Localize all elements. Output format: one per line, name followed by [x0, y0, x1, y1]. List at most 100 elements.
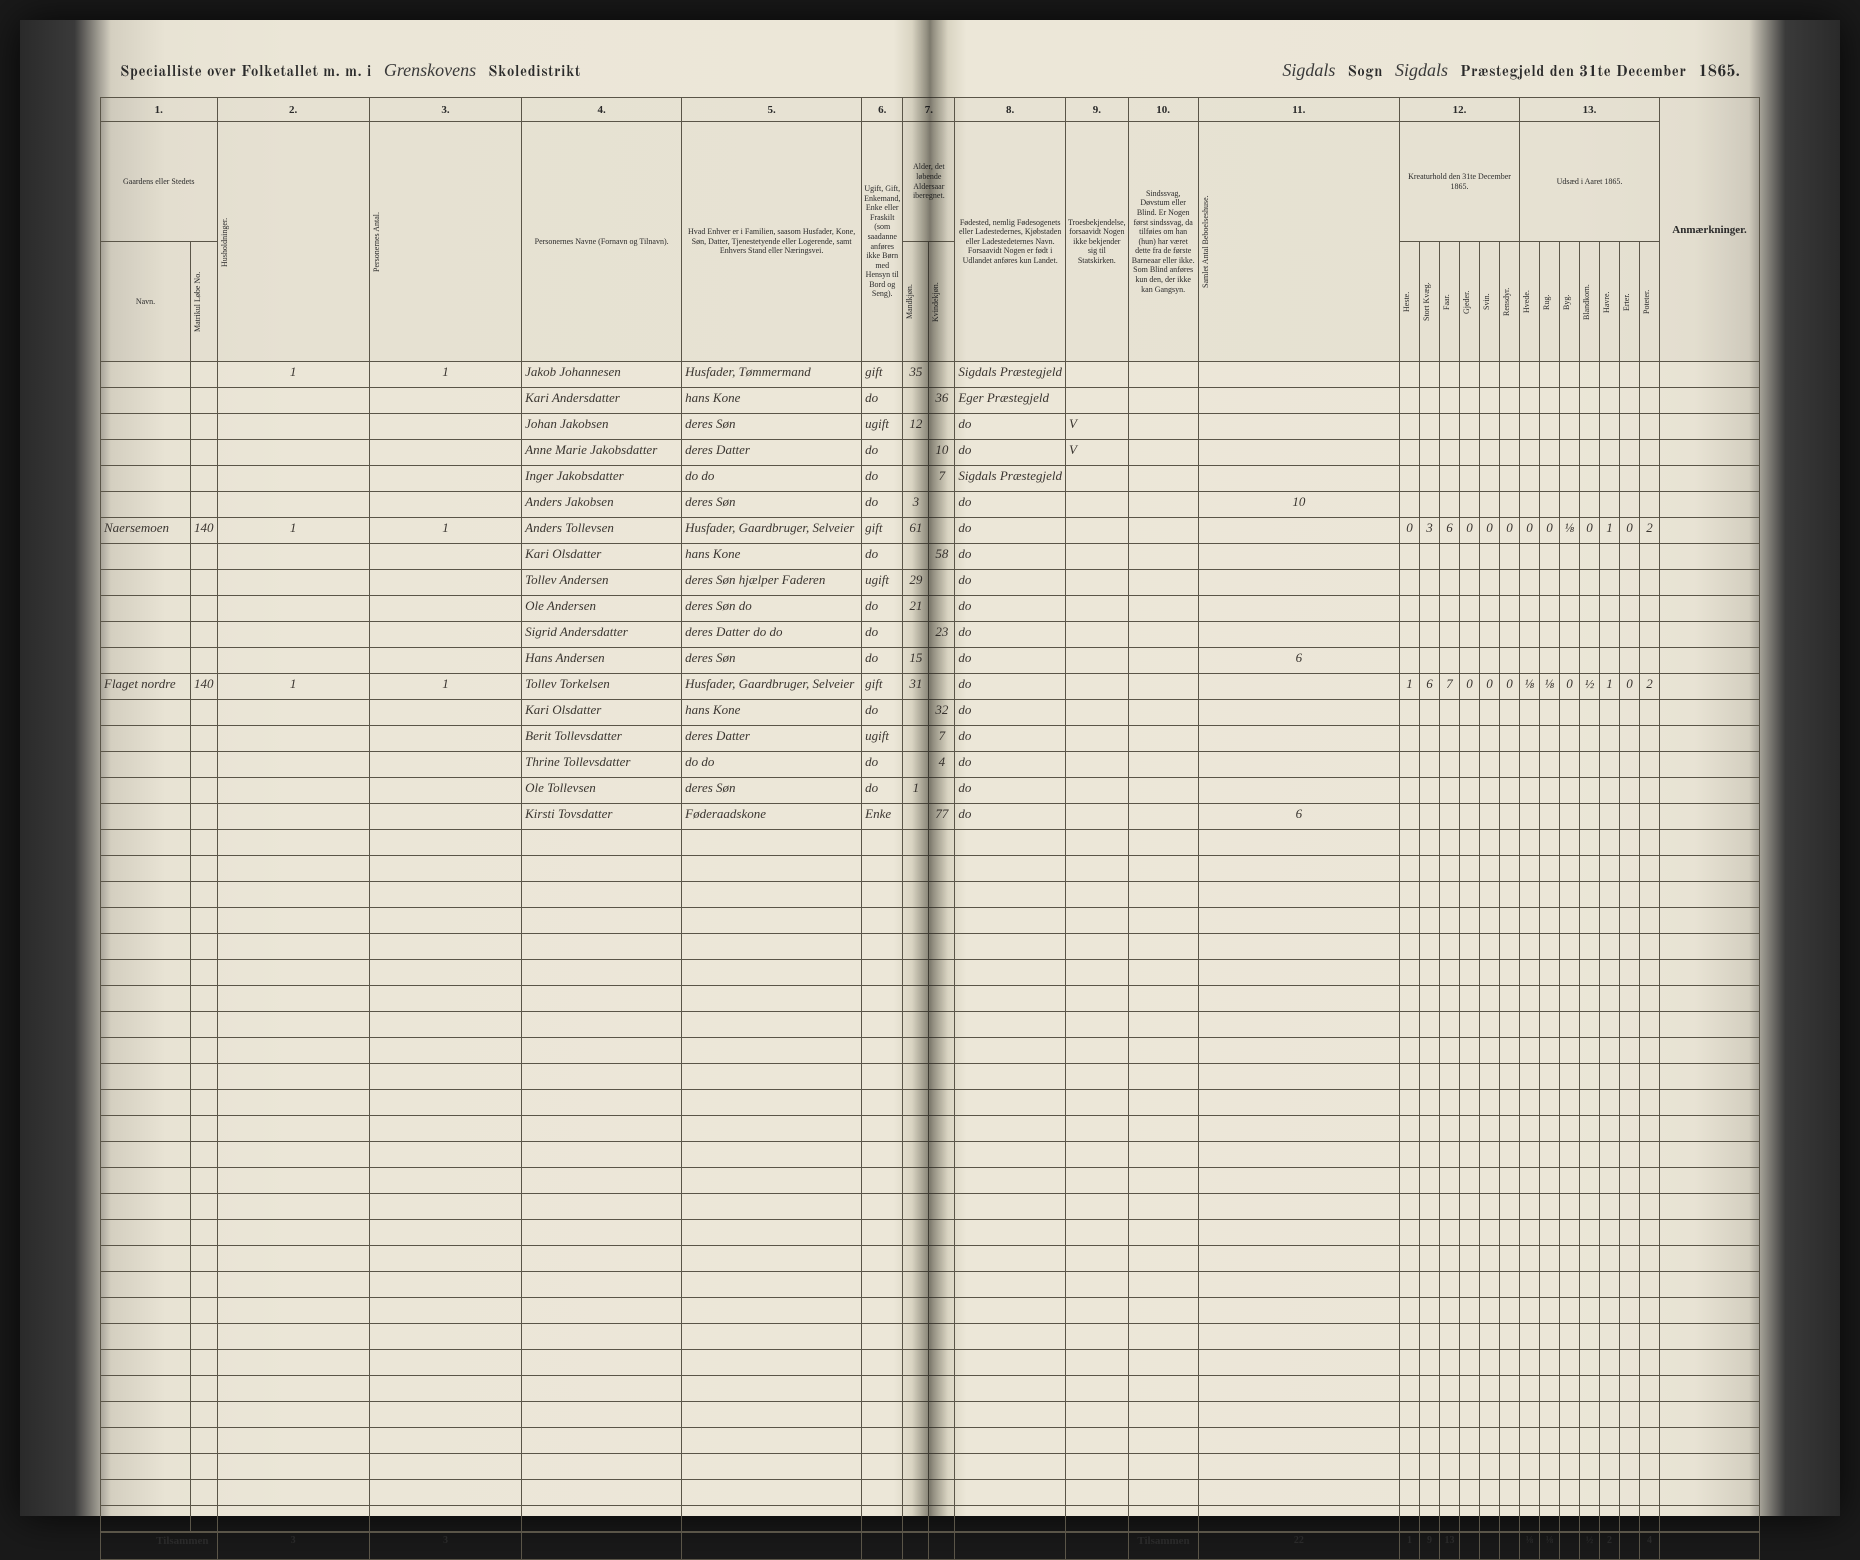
cell-l4	[1460, 492, 1480, 518]
cell-matr	[191, 726, 218, 752]
cell-rem	[1660, 752, 1760, 778]
cell-empty	[1128, 1168, 1198, 1194]
cell-empty	[903, 1012, 929, 1038]
cell-empty	[1660, 1376, 1760, 1402]
cell-empty	[1420, 1012, 1440, 1038]
cell-empty	[1128, 960, 1198, 986]
cell-empty	[191, 1376, 218, 1402]
cell-empty	[1500, 1012, 1520, 1038]
cell-empty	[369, 1168, 521, 1194]
cell-rel	[1065, 362, 1128, 388]
cell-empty	[903, 1142, 929, 1168]
table-row-empty	[101, 1350, 1760, 1376]
cell-empty	[1198, 986, 1399, 1012]
cell-empty	[522, 1038, 682, 1064]
cell-empty	[1580, 856, 1600, 882]
cell-l4	[1460, 440, 1480, 466]
cell-empty	[522, 1168, 682, 1194]
cell-h	[217, 570, 369, 596]
cell-empty	[1198, 1506, 1399, 1532]
cell-empty	[1198, 1090, 1399, 1116]
table-row: Ole Andersenderes Søn dodo21do	[101, 596, 1760, 622]
cell-empty	[1460, 1272, 1480, 1298]
h-household: Husholdninger.	[217, 122, 369, 362]
cell-empty	[1480, 1012, 1500, 1038]
cell-u6	[1620, 492, 1640, 518]
cell-empty	[369, 1454, 521, 1480]
cell-am	[903, 726, 929, 752]
h-position: Hvad Enhver er i Familien, saasom Husfad…	[682, 122, 862, 362]
cell-empty	[191, 1168, 218, 1194]
cell-empty	[1580, 1246, 1600, 1272]
cell-u6	[1620, 596, 1640, 622]
cell-p	[369, 648, 521, 674]
cell-empty	[1400, 1272, 1420, 1298]
cell-empty	[682, 1090, 862, 1116]
cell-birth: do	[955, 596, 1066, 622]
cell-matr: 140	[191, 674, 218, 700]
cell-empty	[929, 960, 955, 986]
cell-empty	[1520, 1168, 1540, 1194]
cell-empty	[1620, 960, 1640, 986]
cell-u5	[1600, 388, 1620, 414]
cell-empty	[903, 882, 929, 908]
cell-name: Hans Andersen	[522, 648, 682, 674]
cell-empty	[682, 856, 862, 882]
cell-name: Kari Andersdatter	[522, 388, 682, 414]
cell-empty	[1128, 856, 1198, 882]
cell-empty	[1600, 960, 1620, 986]
cell-u6	[1620, 752, 1640, 778]
cell-birth: do	[955, 648, 1066, 674]
cell-matr	[191, 362, 218, 388]
cell-empty	[862, 1064, 903, 1090]
cell-matr	[191, 414, 218, 440]
cell-l1	[1400, 700, 1420, 726]
cell-am: 15	[903, 648, 929, 674]
cell-empty	[1420, 1194, 1440, 1220]
cell-empty	[191, 1220, 218, 1246]
cell-rel	[1065, 804, 1128, 830]
cell-u6	[1620, 648, 1640, 674]
cell-empty	[929, 1168, 955, 1194]
cell-empty	[1600, 1402, 1620, 1428]
cell-af	[929, 648, 955, 674]
cell-empty	[955, 1402, 1066, 1428]
cell-empty	[217, 1246, 369, 1272]
cell-empty	[1480, 856, 1500, 882]
cell-empty	[1065, 1116, 1128, 1142]
cell-l5	[1480, 466, 1500, 492]
cell-empty	[1600, 1116, 1620, 1142]
cell-empty	[1660, 1038, 1760, 1064]
cell-rel	[1065, 778, 1128, 804]
cell-empty	[101, 1454, 191, 1480]
cell-empty	[1400, 856, 1420, 882]
cell-empty	[929, 1350, 955, 1376]
cell-empty	[217, 1220, 369, 1246]
cell-p	[369, 570, 521, 596]
cell-dis	[1128, 414, 1198, 440]
table-row: Hans Andersenderes Søndo15do6	[101, 648, 1760, 674]
cell-empty	[1440, 830, 1460, 856]
cell-empty	[1480, 882, 1500, 908]
cell-empty	[1660, 1480, 1760, 1506]
cell-empty	[929, 1454, 955, 1480]
cell-af	[929, 674, 955, 700]
cell-empty	[217, 1194, 369, 1220]
cell-empty	[369, 856, 521, 882]
cell-dis	[1128, 440, 1198, 466]
cell-empty	[1540, 1350, 1560, 1376]
cell-u7	[1640, 388, 1660, 414]
cell-empty	[1480, 1038, 1500, 1064]
cell-am: 61	[903, 518, 929, 544]
cell-empty	[1400, 908, 1420, 934]
cell-house: 10	[1198, 492, 1399, 518]
cell-empty	[1460, 1038, 1480, 1064]
cell-empty	[1440, 1324, 1460, 1350]
cell-empty	[101, 1376, 191, 1402]
table-row-empty	[101, 882, 1760, 908]
cell-empty	[929, 1272, 955, 1298]
cell-empty	[1420, 830, 1440, 856]
cell-l6	[1500, 778, 1520, 804]
cell-empty	[1580, 882, 1600, 908]
cell-empty	[191, 1350, 218, 1376]
